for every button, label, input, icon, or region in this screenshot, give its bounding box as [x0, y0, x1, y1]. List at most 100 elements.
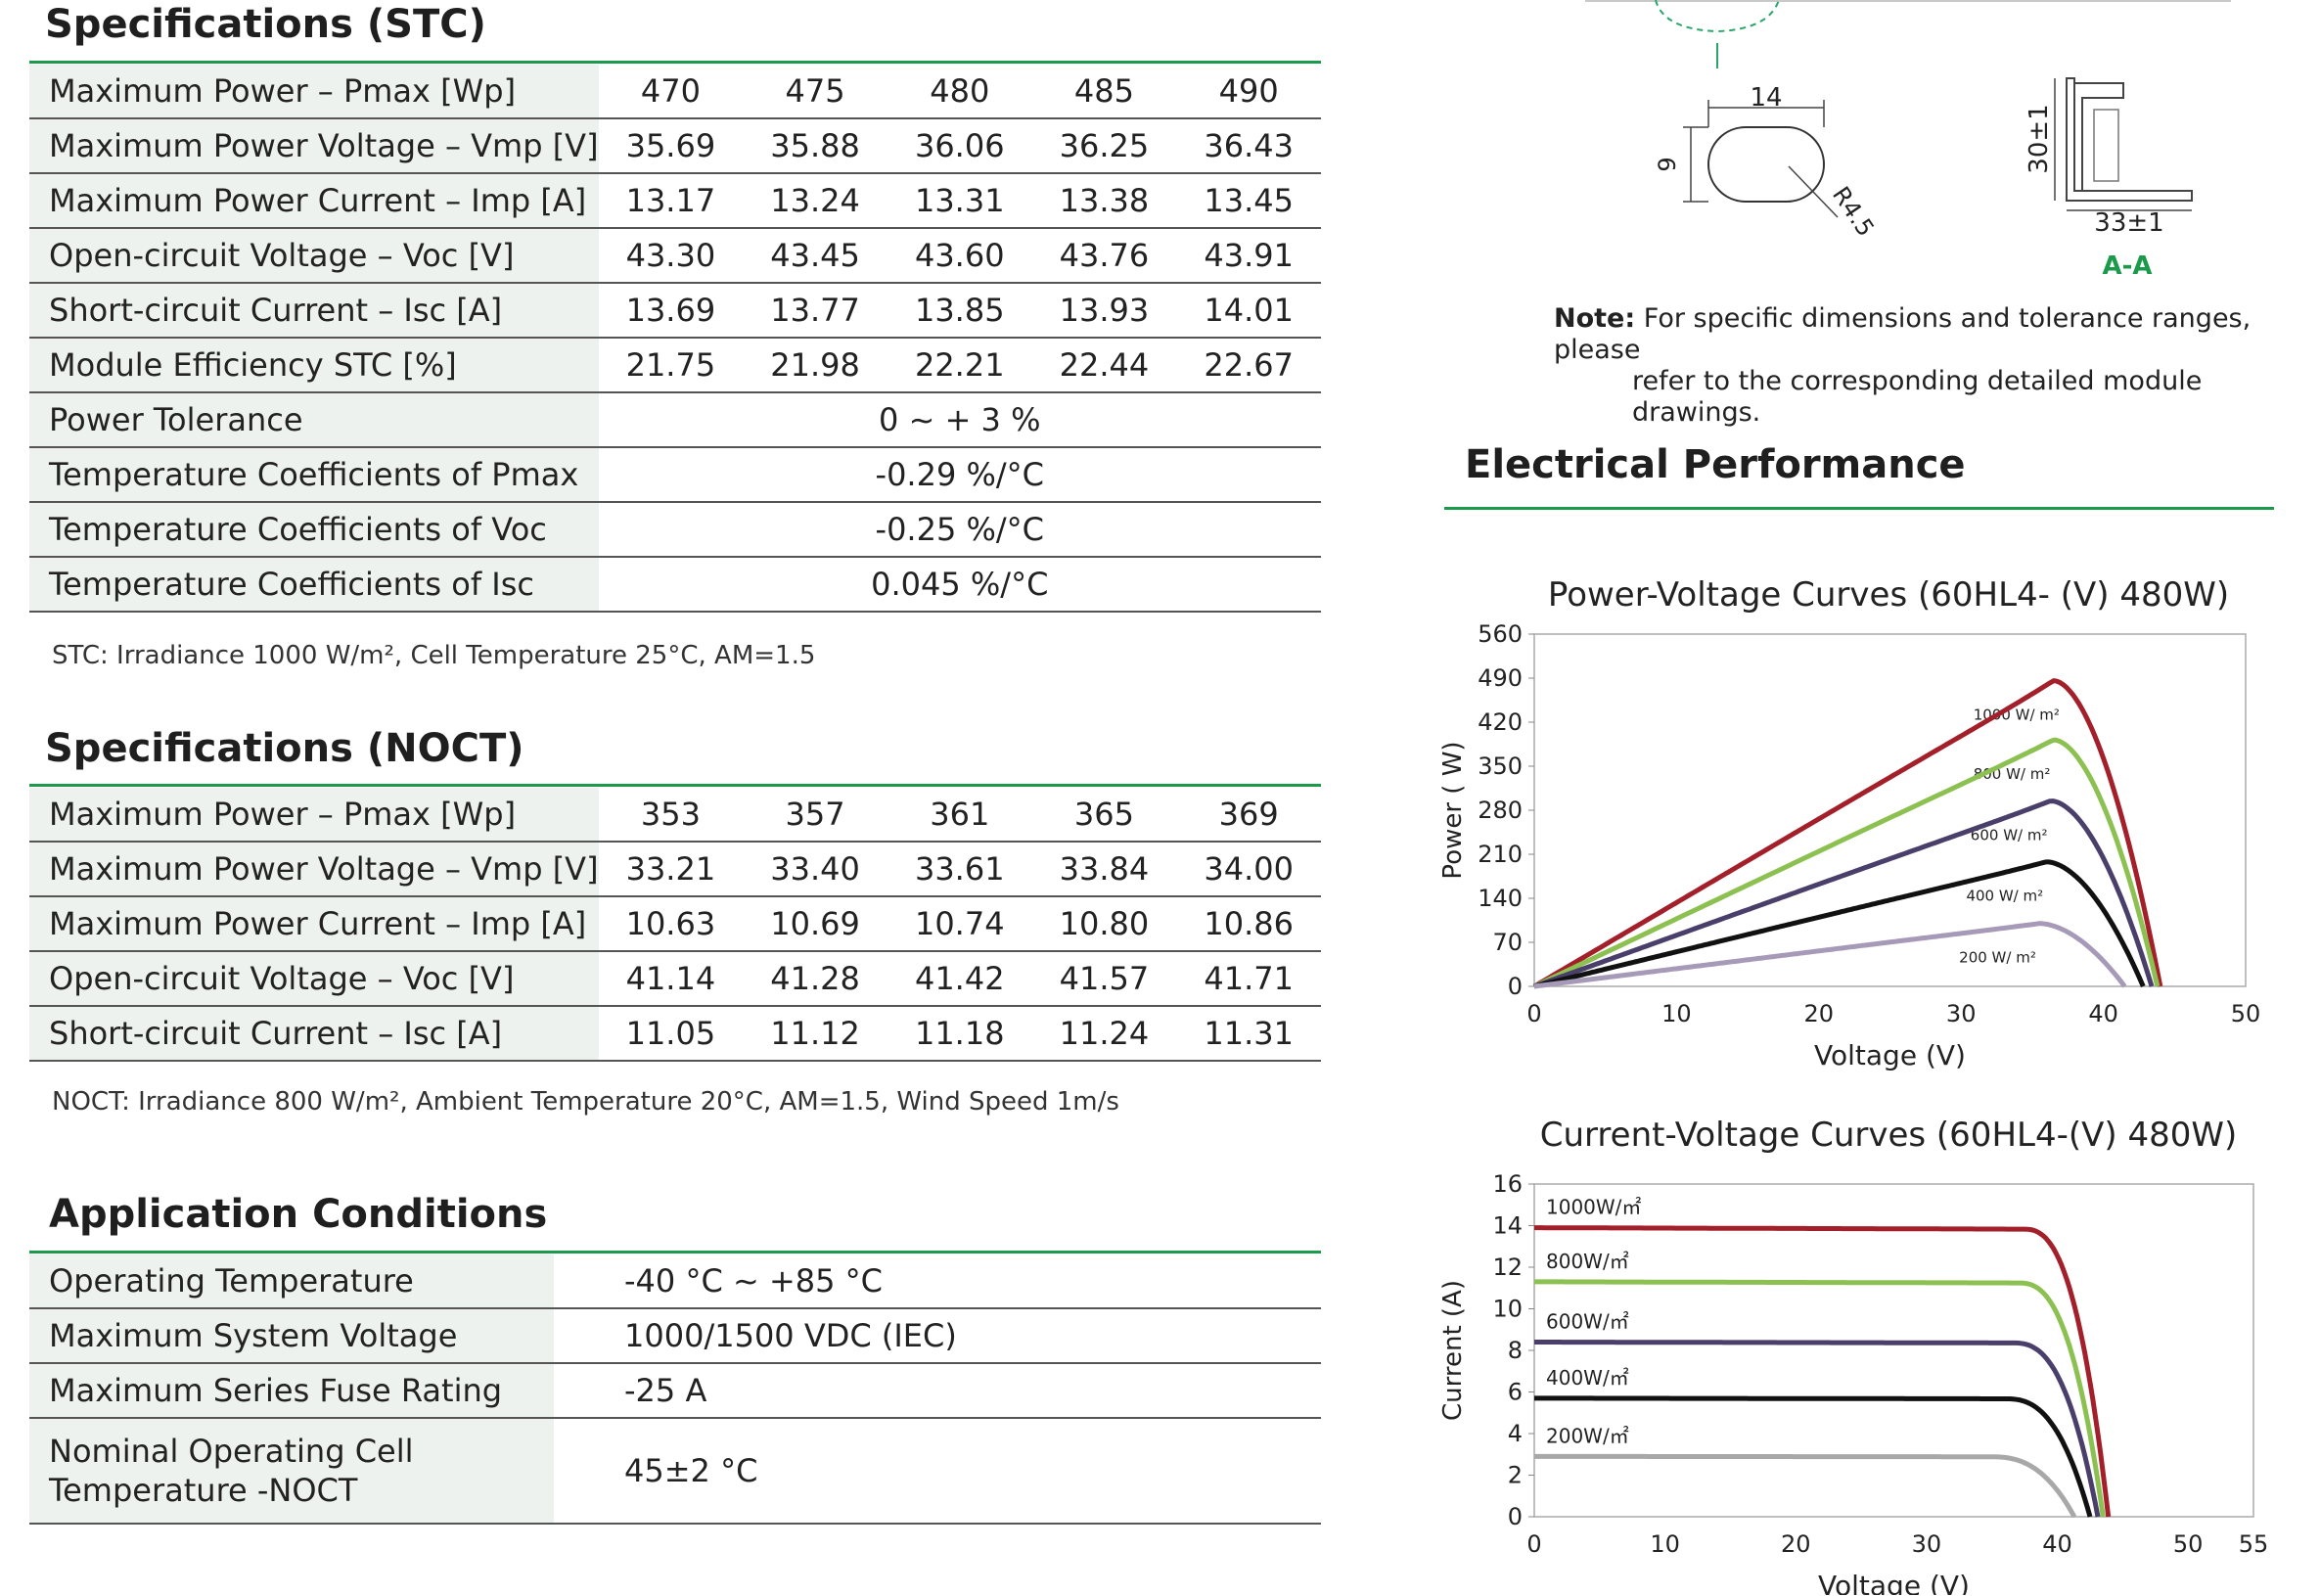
spec-row: Maximum Power Voltage – Vmp [V] 35.69 35.8…	[29, 118, 1321, 174]
spec-label: Maximum Power Voltage – Vmp [V]	[29, 842, 599, 897]
spec-row: Maximum Power – Pmax [Wp] 353 357 361 365 369	[29, 788, 1321, 843]
spec-label: Open-circuit Voltage – Voc [V]	[29, 951, 599, 1007]
note-line1: For specific dimensions and tolerance ra…	[1554, 303, 2252, 365]
y-tick-label: 4	[1508, 1420, 1523, 1447]
series-label: 400W/㎡	[1546, 1366, 1629, 1390]
y-tick-label: 280	[1478, 797, 1523, 824]
spec-value: 11.05	[598, 1006, 744, 1062]
spec-value: 11.31	[1176, 1006, 1321, 1062]
y-tick-label: 10	[1492, 1296, 1523, 1323]
dim-9: 9	[1654, 157, 1681, 171]
stc-title: Specifications (STC)	[45, 2, 486, 47]
spec-value: 21.98	[743, 338, 887, 393]
x-tick-label: 30	[1912, 1530, 1942, 1558]
spec-value: 41.28	[743, 951, 887, 1007]
spec-value: 36.06	[887, 118, 1032, 174]
y-tick-label: 2	[1508, 1462, 1523, 1489]
y-tick-label: 140	[1478, 885, 1523, 912]
series-line	[1533, 798, 2155, 989]
spec-value: 490	[1176, 65, 1321, 119]
spec-value: 33.61	[887, 842, 1032, 897]
spec-value: 22.44	[1031, 338, 1177, 393]
app-row: Operating Temperature -40 °C ~ +85 °C	[29, 1254, 1321, 1309]
stc-table: Maximum Power – Pmax [Wp] 470 475 480 485 490…	[29, 65, 1321, 613]
spec-value: 10.63	[598, 896, 744, 952]
spec-value: 369	[1176, 788, 1321, 843]
x-tick-label: 20	[1804, 1000, 1835, 1027]
spec-value: 10.74	[887, 896, 1032, 952]
spec-label: Module Efficiency STC [%]	[29, 338, 599, 393]
x-tick-label: 40	[2088, 1000, 2118, 1027]
spec-value: 41.57	[1031, 951, 1177, 1007]
series-label: 400 W/ m²	[1966, 888, 2043, 905]
spec-value: 13.17	[598, 173, 744, 229]
y-tick-label: 12	[1492, 1254, 1523, 1281]
spec-value: 21.75	[598, 338, 744, 393]
spec-row: Module Efficiency STC [%] 21.75 21.98 22.21…	[29, 338, 1321, 393]
series-line	[1532, 737, 2161, 989]
spec-value: 36.43	[1176, 118, 1321, 174]
series-label: 1000 W/ m²	[1974, 707, 2060, 724]
series-line	[1534, 1395, 2093, 1518]
spec-value: 35.88	[743, 118, 887, 174]
spec-value: 41.42	[887, 951, 1032, 1007]
dim-30: 30±1	[2024, 104, 2054, 173]
y-tick-label: 210	[1478, 841, 1523, 868]
spec-value: 22.21	[887, 338, 1032, 393]
noct-underline	[29, 784, 1321, 787]
noct-note: NOCT: Irradiance 800 W/m², Ambient Tempe…	[52, 1087, 1119, 1117]
x-tick-label: 30	[1946, 1000, 1977, 1027]
spec-label: Power Tolerance	[29, 392, 599, 448]
spec-row: Temperature Coefficients of Isc 0.045 %/°…	[29, 557, 1321, 613]
series-line	[1534, 1279, 2106, 1518]
x-tick-label: 10	[1661, 1000, 1692, 1027]
series-label: 1000W/㎡	[1546, 1196, 1641, 1219]
stc-note: STC: Irradiance 1000 W/m², Cell Temperat…	[52, 641, 816, 670]
app-label-line2: Temperature -NOCT	[49, 1472, 358, 1509]
x-tick-label: 20	[1781, 1530, 1811, 1558]
series-line	[1533, 921, 2127, 989]
app-value: -25 A	[554, 1363, 1321, 1419]
spec-value: 485	[1031, 65, 1177, 119]
spec-label: Temperature Coefficients of Isc	[29, 557, 599, 613]
frame-profile	[2066, 77, 2193, 202]
app-row: Maximum Series Fuse Rating -25 A	[29, 1363, 1321, 1419]
series-line	[1533, 859, 2146, 989]
app-label: Operating Temperature	[29, 1254, 554, 1309]
spec-value: 361	[887, 788, 1032, 843]
x-axis-label: Voltage (V)	[1818, 1570, 1970, 1595]
spec-label: Short-circuit Current – Isc [A]	[29, 1006, 599, 1062]
spec-value: 480	[887, 65, 1032, 119]
app-row: Maximum System Voltage 1000/1500 VDC (IEC…	[29, 1308, 1321, 1364]
spec-label: Temperature Coefficients of Pmax	[29, 447, 599, 503]
y-tick-label: 16	[1492, 1170, 1523, 1198]
spec-value: 0.045 %/°C	[598, 557, 1321, 613]
spec-row: Power Tolerance 0 ~ + 3 %	[29, 392, 1321, 448]
spec-value: 0 ~ + 3 %	[598, 392, 1321, 448]
spec-row: Open-circuit Voltage – Voc [V] 41.14 41.28…	[29, 951, 1321, 1007]
x-tick-label: 40	[2042, 1530, 2072, 1558]
spec-row: Short-circuit Current – Isc [A] 11.05 11.1…	[29, 1006, 1321, 1062]
app-underline	[29, 1251, 1321, 1254]
y-tick-label: 0	[1508, 973, 1523, 1000]
spec-value: 357	[743, 788, 887, 843]
spec-value: -0.25 %/°C	[598, 502, 1321, 558]
noct-table: Maximum Power – Pmax [Wp] 353 357 361 365 369…	[29, 788, 1321, 1062]
dim-33: 33±1	[2094, 208, 2163, 238]
series-label: 200 W/ m²	[1959, 949, 2036, 967]
spec-row: Short-circuit Current – Isc [A] 13.69 13.7…	[29, 283, 1321, 339]
spec-value: 41.14	[598, 951, 744, 1007]
spec-value: 33.40	[743, 842, 887, 897]
spec-label: Maximum Power Voltage – Vmp [V]	[29, 118, 599, 174]
spec-value: 43.30	[598, 228, 744, 284]
y-tick-label: 70	[1492, 929, 1523, 956]
y-tick-label: 490	[1478, 664, 1523, 692]
spec-row: Maximum Power Current – Imp [A] 13.17 13.2…	[29, 173, 1321, 229]
spec-value: 470	[598, 65, 744, 119]
drawing-note: Note: For specific dimensions and tolera…	[1554, 303, 2320, 429]
spec-value: 22.67	[1176, 338, 1321, 393]
app-label: Maximum Series Fuse Rating	[29, 1363, 554, 1419]
series-line	[1534, 1340, 2101, 1518]
spec-value: 13.69	[598, 283, 744, 339]
spec-row: Open-circuit Voltage – Voc [V] 43.30 43.45…	[29, 228, 1321, 284]
